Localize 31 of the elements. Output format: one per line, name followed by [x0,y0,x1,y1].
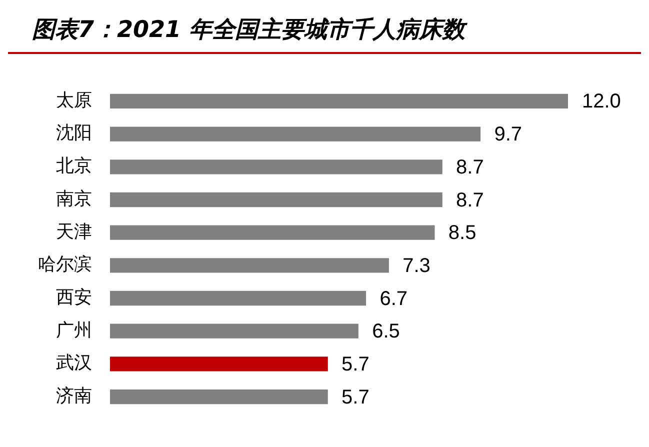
bar [110,225,435,240]
y-tick-label: 武汉 [56,352,92,374]
bar [110,94,568,109]
bar [110,324,358,338]
y-tick-label: 哈尔滨 [38,254,92,276]
bar [110,258,389,273]
data-label: 6.5 [372,320,400,343]
data-label: 6.7 [380,288,408,310]
y-tick-label: 济南 [56,385,92,406]
data-label: 7.3 [402,254,430,277]
y-tick-label: 太原 [56,90,92,111]
data-label: 5.7 [342,353,370,376]
bar [110,126,481,142]
data-label: 8.7 [456,156,484,178]
chart-title: 图表7：2021 年全国主要城市千人病床数 [31,16,468,45]
bar [110,160,442,174]
bar [110,192,442,208]
y-tick-label: 南京 [56,188,92,210]
y-tick-label: 天津 [56,221,92,242]
data-label: 9.7 [494,124,522,146]
bar [110,290,366,306]
data-label: 8.5 [448,222,476,244]
bar [110,356,328,372]
bar [110,389,328,404]
data-label: 5.7 [342,386,370,408]
data-label: 12.0 [582,90,621,113]
y-tick-label: 北京 [56,156,92,177]
data-label: 8.7 [456,189,484,212]
y-tick-label: 西安 [56,286,92,308]
y-tick-label: 广州 [56,320,92,341]
y-tick-label: 沈阳 [56,122,92,144]
